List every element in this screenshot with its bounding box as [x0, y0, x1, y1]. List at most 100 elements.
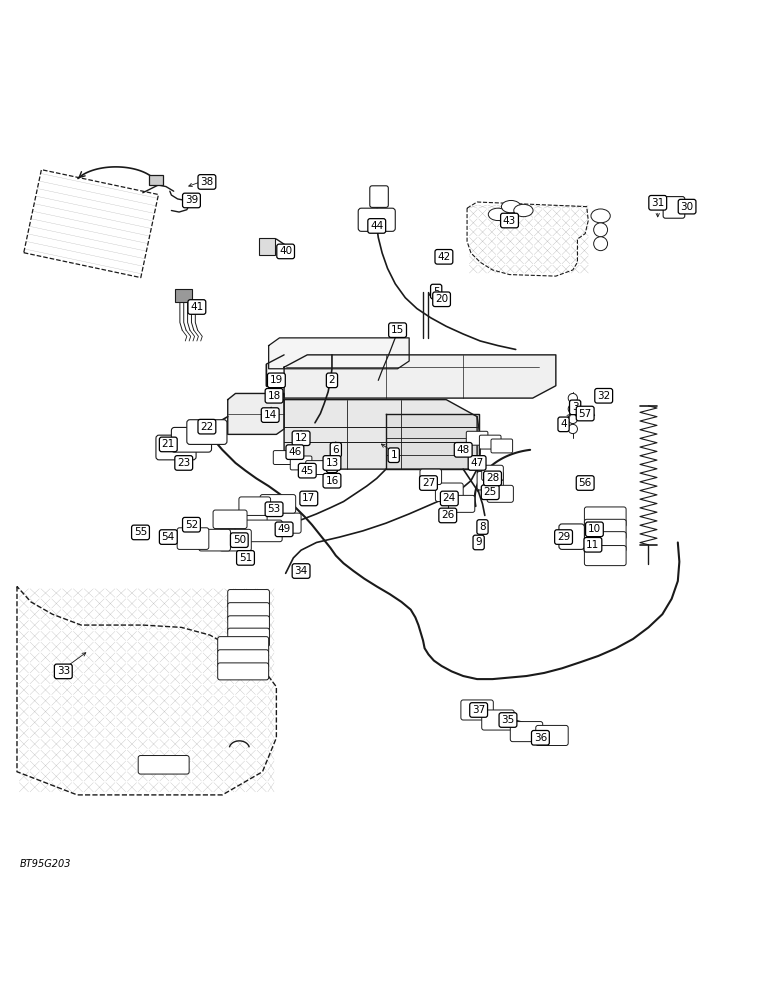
Circle shape: [568, 424, 577, 434]
Text: 27: 27: [422, 478, 435, 488]
Ellipse shape: [594, 237, 608, 251]
FancyBboxPatch shape: [259, 238, 275, 255]
Text: 31: 31: [651, 198, 665, 208]
Text: 17: 17: [302, 493, 316, 503]
Ellipse shape: [502, 200, 521, 213]
FancyBboxPatch shape: [482, 465, 503, 481]
Text: 33: 33: [56, 666, 70, 676]
FancyBboxPatch shape: [228, 603, 269, 621]
FancyBboxPatch shape: [267, 513, 301, 533]
Circle shape: [568, 414, 577, 424]
Polygon shape: [386, 414, 479, 469]
FancyBboxPatch shape: [306, 461, 327, 475]
Text: 5: 5: [433, 287, 439, 297]
FancyBboxPatch shape: [218, 637, 269, 654]
FancyBboxPatch shape: [171, 427, 212, 452]
Text: 45: 45: [300, 466, 314, 476]
Text: 41: 41: [190, 302, 204, 312]
Text: 42: 42: [437, 252, 451, 262]
FancyBboxPatch shape: [466, 431, 488, 445]
Text: 6: 6: [333, 445, 339, 455]
Text: 28: 28: [486, 473, 499, 483]
Text: 38: 38: [200, 177, 214, 187]
Text: 32: 32: [597, 391, 611, 401]
FancyBboxPatch shape: [477, 471, 503, 490]
FancyBboxPatch shape: [239, 497, 270, 515]
FancyBboxPatch shape: [219, 529, 251, 551]
Text: 4: 4: [560, 419, 567, 429]
FancyBboxPatch shape: [187, 420, 227, 444]
Text: 22: 22: [200, 422, 214, 432]
FancyBboxPatch shape: [461, 700, 493, 720]
Text: 36: 36: [533, 733, 547, 743]
FancyBboxPatch shape: [420, 469, 442, 485]
Text: 20: 20: [435, 294, 449, 304]
Text: 12: 12: [294, 433, 308, 443]
FancyBboxPatch shape: [536, 725, 568, 745]
Text: 3: 3: [572, 402, 578, 412]
Text: 39: 39: [185, 195, 198, 205]
FancyBboxPatch shape: [290, 456, 312, 470]
Text: 51: 51: [239, 553, 252, 563]
Text: 23: 23: [177, 458, 191, 468]
Text: 49: 49: [277, 524, 291, 534]
Ellipse shape: [591, 209, 610, 223]
FancyBboxPatch shape: [449, 495, 475, 512]
Circle shape: [568, 404, 577, 414]
Text: 50: 50: [232, 535, 246, 545]
FancyBboxPatch shape: [358, 208, 395, 231]
Text: 2: 2: [329, 375, 335, 385]
Text: 47: 47: [470, 458, 484, 468]
Text: 54: 54: [161, 532, 175, 542]
Text: 52: 52: [185, 520, 198, 530]
FancyBboxPatch shape: [228, 628, 269, 647]
FancyBboxPatch shape: [213, 510, 247, 529]
FancyBboxPatch shape: [228, 590, 269, 608]
Text: 15: 15: [391, 325, 405, 335]
Text: 37: 37: [472, 705, 486, 715]
FancyBboxPatch shape: [482, 710, 514, 730]
Text: 43: 43: [503, 216, 516, 226]
Ellipse shape: [594, 223, 608, 237]
Polygon shape: [284, 400, 477, 469]
Text: 7: 7: [329, 460, 335, 470]
FancyBboxPatch shape: [218, 650, 269, 667]
Text: 48: 48: [456, 445, 470, 455]
FancyBboxPatch shape: [559, 524, 584, 549]
Ellipse shape: [514, 204, 533, 217]
FancyBboxPatch shape: [175, 289, 192, 302]
Text: 44: 44: [370, 221, 384, 231]
Text: 9: 9: [476, 537, 482, 547]
Text: 35: 35: [501, 715, 515, 725]
Polygon shape: [284, 355, 556, 398]
FancyBboxPatch shape: [199, 529, 230, 551]
Text: 26: 26: [441, 510, 455, 520]
Text: 46: 46: [288, 447, 302, 457]
FancyBboxPatch shape: [138, 756, 189, 774]
Text: 34: 34: [294, 566, 308, 576]
FancyBboxPatch shape: [584, 507, 626, 527]
FancyBboxPatch shape: [260, 495, 296, 513]
FancyBboxPatch shape: [491, 439, 513, 453]
Ellipse shape: [489, 208, 508, 221]
FancyBboxPatch shape: [479, 435, 501, 449]
Text: 55: 55: [134, 527, 147, 537]
FancyBboxPatch shape: [370, 186, 388, 207]
FancyBboxPatch shape: [273, 451, 295, 464]
FancyBboxPatch shape: [218, 663, 269, 680]
Text: 10: 10: [587, 524, 601, 534]
Text: 14: 14: [263, 410, 277, 420]
FancyBboxPatch shape: [235, 520, 283, 542]
FancyBboxPatch shape: [584, 519, 626, 539]
Text: 1: 1: [391, 450, 397, 460]
Text: 19: 19: [269, 375, 283, 385]
Text: 53: 53: [267, 504, 281, 514]
Text: 21: 21: [161, 439, 175, 449]
Text: 29: 29: [557, 532, 571, 542]
Text: 13: 13: [325, 458, 339, 468]
Text: 30: 30: [680, 202, 694, 212]
FancyBboxPatch shape: [584, 546, 626, 566]
Text: 8: 8: [479, 522, 486, 532]
FancyBboxPatch shape: [177, 528, 208, 549]
FancyBboxPatch shape: [435, 483, 463, 502]
